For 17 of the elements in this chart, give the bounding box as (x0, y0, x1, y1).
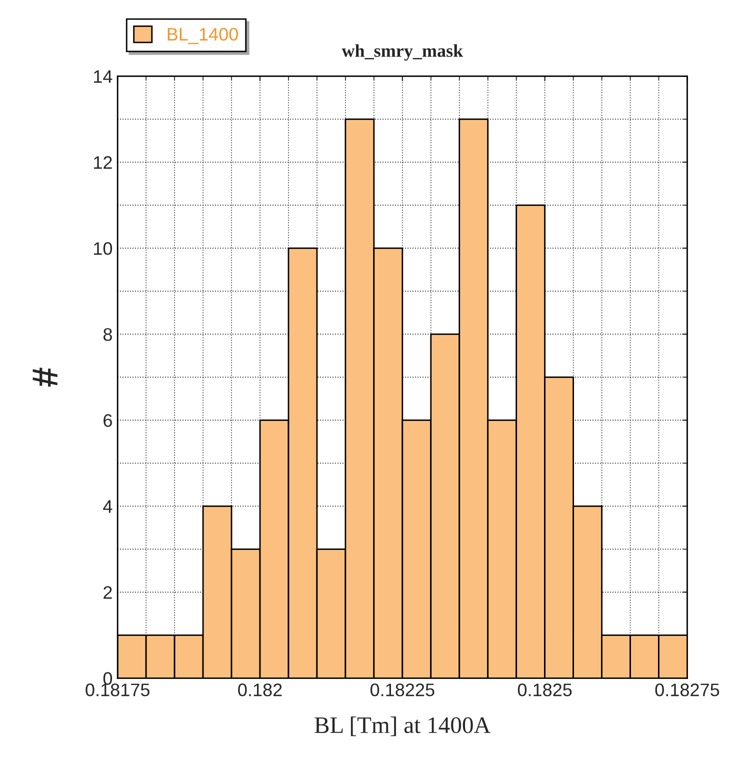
x-axis-title: BL [Tm] at 1400A (314, 716, 491, 736)
x-tick-label: 0.18175 (86, 684, 150, 696)
x-tick-label: 0.18275 (655, 684, 720, 696)
y-axis-title: # (32, 368, 58, 387)
y-tick-label: 8 (103, 328, 112, 341)
y-tick-label: 4 (103, 500, 112, 513)
x-tick-label: 0.18225 (370, 684, 434, 696)
y-tick-label: 2 (104, 586, 112, 599)
x-tick-label: 0.1825 (518, 684, 572, 696)
y-tick-label: 12 (94, 156, 112, 169)
y-tick-label: 6 (104, 414, 112, 427)
y-tick-label: 10 (94, 242, 112, 255)
x-tick-label: 0.182 (238, 684, 282, 696)
y-tick-label: 14 (94, 70, 112, 83)
y-tick-label: 0 (103, 672, 112, 685)
legend-label: BL_1400 (168, 28, 238, 44)
chart-title: wh_smry_mask (342, 44, 464, 61)
